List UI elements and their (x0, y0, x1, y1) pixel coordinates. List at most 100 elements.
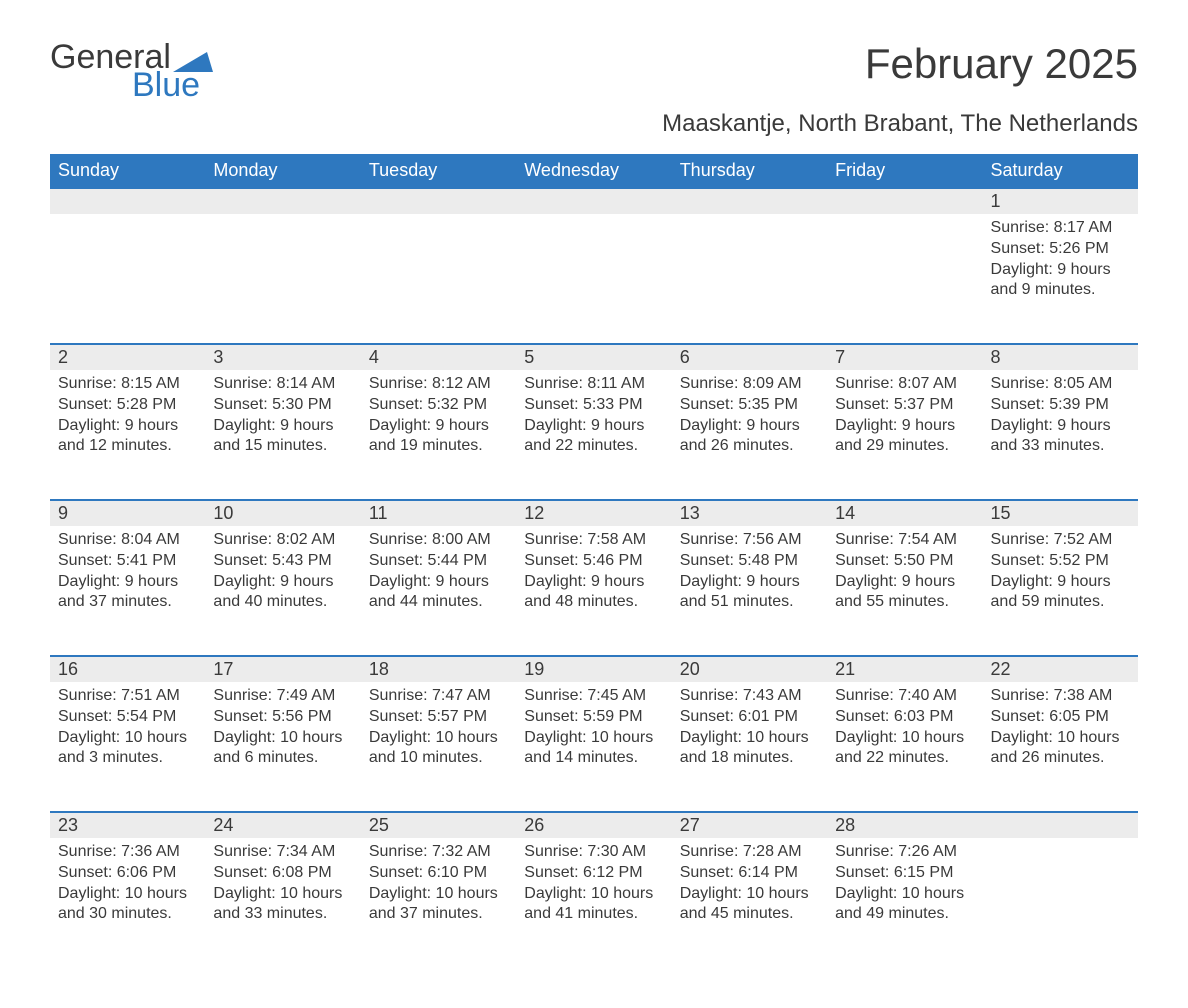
day-body-cell: Sunrise: 7:52 AMSunset: 5:52 PMDaylight:… (983, 526, 1138, 656)
day-body-cell: Sunrise: 8:14 AMSunset: 5:30 PMDaylight:… (205, 370, 360, 500)
sunrise-text: Sunrise: 8:17 AM (991, 218, 1130, 239)
day-body-cell (983, 838, 1138, 968)
day-number-cell: 17 (205, 656, 360, 682)
weekday-header-row: SundayMondayTuesdayWednesdayThursdayFrid… (50, 154, 1138, 188)
day-body-cell: Sunrise: 7:49 AMSunset: 5:56 PMDaylight:… (205, 682, 360, 812)
sunset-text: Sunset: 5:54 PM (58, 707, 197, 728)
day-number-cell: 6 (672, 344, 827, 370)
day-body-cell: Sunrise: 8:02 AMSunset: 5:43 PMDaylight:… (205, 526, 360, 656)
day-body-cell: Sunrise: 7:32 AMSunset: 6:10 PMDaylight:… (361, 838, 516, 968)
daylight-text: Daylight: 9 hours and 15 minutes. (213, 416, 352, 458)
sunset-text: Sunset: 5:39 PM (991, 395, 1130, 416)
daylight-text: Daylight: 10 hours and 26 minutes. (991, 728, 1130, 770)
daylight-text: Daylight: 9 hours and 9 minutes. (991, 260, 1130, 302)
daylight-text: Daylight: 9 hours and 12 minutes. (58, 416, 197, 458)
sunrise-text: Sunrise: 7:34 AM (213, 842, 352, 863)
day-number-cell: 16 (50, 656, 205, 682)
day-number-cell: 20 (672, 656, 827, 682)
day-number-cell: 27 (672, 812, 827, 838)
daylight-text: Daylight: 10 hours and 18 minutes. (680, 728, 819, 770)
day-number-cell (516, 188, 671, 214)
logo-sail-icon (173, 52, 213, 72)
daylight-text: Daylight: 10 hours and 37 minutes. (369, 884, 508, 926)
daylight-text: Daylight: 10 hours and 33 minutes. (213, 884, 352, 926)
day-body-cell: Sunrise: 8:15 AMSunset: 5:28 PMDaylight:… (50, 370, 205, 500)
location-subtitle: Maaskantje, North Brabant, The Netherlan… (50, 110, 1138, 138)
daylight-text: Daylight: 9 hours and 44 minutes. (369, 572, 508, 614)
day-number-cell: 25 (361, 812, 516, 838)
sunrise-text: Sunrise: 8:00 AM (369, 530, 508, 551)
weekday-header: Wednesday (516, 154, 671, 188)
daylight-text: Daylight: 10 hours and 49 minutes. (835, 884, 974, 926)
day-body-cell: Sunrise: 7:45 AMSunset: 5:59 PMDaylight:… (516, 682, 671, 812)
day-body-cell: Sunrise: 7:38 AMSunset: 6:05 PMDaylight:… (983, 682, 1138, 812)
daylight-text: Daylight: 9 hours and 22 minutes. (524, 416, 663, 458)
logo: General Blue (50, 40, 213, 102)
sunrise-text: Sunrise: 7:38 AM (991, 686, 1130, 707)
sunset-text: Sunset: 5:41 PM (58, 551, 197, 572)
day-number-cell: 2 (50, 344, 205, 370)
logo-word2: Blue (50, 68, 213, 102)
sunset-text: Sunset: 5:26 PM (991, 239, 1130, 260)
day-number-cell: 3 (205, 344, 360, 370)
day-number-cell: 21 (827, 656, 982, 682)
weekday-header: Sunday (50, 154, 205, 188)
day-body-cell: Sunrise: 8:17 AMSunset: 5:26 PMDaylight:… (983, 214, 1138, 344)
day-body-cell (516, 214, 671, 344)
sunrise-text: Sunrise: 8:11 AM (524, 374, 663, 395)
day-body-cell: Sunrise: 7:43 AMSunset: 6:01 PMDaylight:… (672, 682, 827, 812)
sunset-text: Sunset: 6:03 PM (835, 707, 974, 728)
daylight-text: Daylight: 9 hours and 48 minutes. (524, 572, 663, 614)
daylight-text: Daylight: 9 hours and 29 minutes. (835, 416, 974, 458)
sunset-text: Sunset: 5:48 PM (680, 551, 819, 572)
sunrise-text: Sunrise: 7:45 AM (524, 686, 663, 707)
sunrise-text: Sunrise: 7:28 AM (680, 842, 819, 863)
day-number-cell (983, 812, 1138, 838)
day-number-cell: 18 (361, 656, 516, 682)
weekday-header: Saturday (983, 154, 1138, 188)
sunrise-text: Sunrise: 8:15 AM (58, 374, 197, 395)
weekday-header: Tuesday (361, 154, 516, 188)
day-number-cell (827, 188, 982, 214)
day-number-cell: 10 (205, 500, 360, 526)
day-body-cell: Sunrise: 8:11 AMSunset: 5:33 PMDaylight:… (516, 370, 671, 500)
sunrise-text: Sunrise: 8:12 AM (369, 374, 508, 395)
sunset-text: Sunset: 5:59 PM (524, 707, 663, 728)
sunrise-text: Sunrise: 7:36 AM (58, 842, 197, 863)
sunset-text: Sunset: 5:30 PM (213, 395, 352, 416)
day-body-cell: Sunrise: 7:40 AMSunset: 6:03 PMDaylight:… (827, 682, 982, 812)
sunset-text: Sunset: 5:52 PM (991, 551, 1130, 572)
day-body-cell: Sunrise: 8:07 AMSunset: 5:37 PMDaylight:… (827, 370, 982, 500)
day-number-cell: 14 (827, 500, 982, 526)
sunrise-text: Sunrise: 7:26 AM (835, 842, 974, 863)
sunset-text: Sunset: 6:15 PM (835, 863, 974, 884)
sunrise-text: Sunrise: 7:32 AM (369, 842, 508, 863)
sunset-text: Sunset: 6:05 PM (991, 707, 1130, 728)
daylight-text: Daylight: 9 hours and 51 minutes. (680, 572, 819, 614)
day-body-cell: Sunrise: 7:54 AMSunset: 5:50 PMDaylight:… (827, 526, 982, 656)
sunrise-text: Sunrise: 8:04 AM (58, 530, 197, 551)
sunrise-text: Sunrise: 7:56 AM (680, 530, 819, 551)
day-number-cell: 23 (50, 812, 205, 838)
day-body-cell: Sunrise: 7:36 AMSunset: 6:06 PMDaylight:… (50, 838, 205, 968)
daylight-text: Daylight: 9 hours and 26 minutes. (680, 416, 819, 458)
sunrise-text: Sunrise: 7:40 AM (835, 686, 974, 707)
sunset-text: Sunset: 5:44 PM (369, 551, 508, 572)
sunset-text: Sunset: 5:56 PM (213, 707, 352, 728)
day-number-cell: 26 (516, 812, 671, 838)
sunset-text: Sunset: 6:08 PM (213, 863, 352, 884)
sunrise-text: Sunrise: 8:09 AM (680, 374, 819, 395)
day-body-cell: Sunrise: 7:56 AMSunset: 5:48 PMDaylight:… (672, 526, 827, 656)
sunrise-text: Sunrise: 7:51 AM (58, 686, 197, 707)
day-body-cell: Sunrise: 8:09 AMSunset: 5:35 PMDaylight:… (672, 370, 827, 500)
daylight-text: Daylight: 9 hours and 59 minutes. (991, 572, 1130, 614)
day-number-cell: 7 (827, 344, 982, 370)
day-number-cell (205, 188, 360, 214)
day-body-cell: Sunrise: 8:00 AMSunset: 5:44 PMDaylight:… (361, 526, 516, 656)
sunrise-text: Sunrise: 8:14 AM (213, 374, 352, 395)
sunrise-text: Sunrise: 7:30 AM (524, 842, 663, 863)
daylight-text: Daylight: 9 hours and 37 minutes. (58, 572, 197, 614)
day-body-cell (827, 214, 982, 344)
day-number-cell: 13 (672, 500, 827, 526)
daylight-text: Daylight: 10 hours and 41 minutes. (524, 884, 663, 926)
